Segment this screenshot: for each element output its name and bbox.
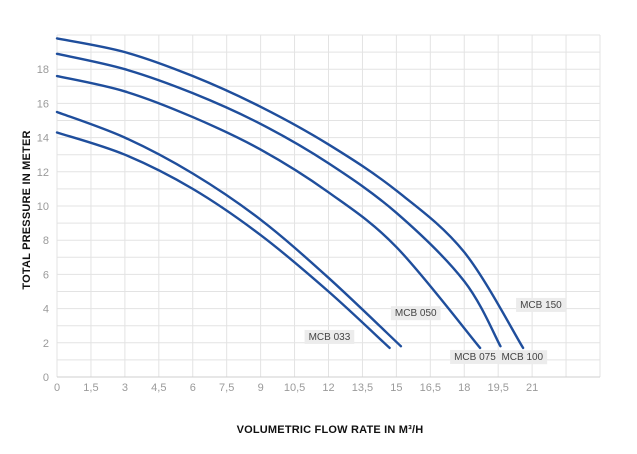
x-tick-label: 3 <box>122 382 128 394</box>
series-label: MCB 075 <box>454 352 496 363</box>
series-label-background <box>304 329 355 344</box>
series-labels: MCB 033 MCB 050 MCB 075 MCB 100 MCB 150 <box>304 297 566 365</box>
y-tick-label: 2 <box>43 338 49 350</box>
y-axis-title: TOTAL PRESSURE IN METER <box>21 130 33 289</box>
y-tick-label: 16 <box>37 98 49 110</box>
x-tick-label: 18 <box>458 382 470 394</box>
series-label-group: MCB 100 <box>497 350 548 365</box>
series-label: MCB 033 <box>309 332 351 343</box>
x-tick-label: 6 <box>190 382 196 394</box>
series-line <box>55 131 391 350</box>
x-tick-label: 16,5 <box>420 382 441 394</box>
x-tick-label: 19,5 <box>487 382 508 394</box>
series-label-background <box>497 350 548 365</box>
series-lines <box>55 37 525 350</box>
series-line <box>55 52 502 348</box>
x-tick-label: 13,5 <box>352 382 373 394</box>
y-tick-label: 12 <box>37 167 49 179</box>
x-axis-title: VOLUMETRIC FLOW RATE IN M³/H <box>237 424 424 436</box>
y-tick-label: 0 <box>43 372 49 384</box>
series-label-group: MCB 150 <box>516 297 566 312</box>
x-axis-ticks: 0 1,5 3 4,5 6 7,5 9 10,5 12 13,5 15 16,5 18 19,5 21 <box>54 382 538 394</box>
x-tick-label: 4,5 <box>151 382 166 394</box>
series-line <box>55 37 525 350</box>
series-label-background <box>450 349 500 364</box>
x-tick-label: 0 <box>54 382 60 394</box>
y-tick-label: 6 <box>43 269 49 281</box>
x-tick-label: 1,5 <box>83 382 98 394</box>
x-tick-label: 7,5 <box>219 382 234 394</box>
y-tick-label: 14 <box>37 133 49 145</box>
y-tick-label: 10 <box>37 201 49 213</box>
series-line <box>55 110 403 348</box>
series-label: MCB 100 <box>501 352 543 363</box>
series-label: MCB 150 <box>520 300 562 311</box>
series-label-group: MCB 075 <box>450 349 500 364</box>
y-tick-label: 8 <box>43 235 49 247</box>
series-label-group: MCB 033 <box>304 329 355 344</box>
series-label: MCB 050 <box>395 308 437 319</box>
series-label-group: MCB 050 <box>390 306 441 321</box>
x-tick-label: 12 <box>322 382 334 394</box>
series-label-background <box>390 306 441 321</box>
x-tick-label: 9 <box>258 382 264 394</box>
y-tick-label: 18 <box>37 64 49 76</box>
x-tick-label: 10,5 <box>284 382 305 394</box>
grid <box>56 34 601 378</box>
y-tick-label: 4 <box>43 304 49 316</box>
y-axis-ticks: 0 2 4 6 8 10 12 14 16 18 <box>37 64 49 384</box>
series-label-background <box>516 297 566 312</box>
x-tick-label: 15 <box>390 382 402 394</box>
x-tick-label: 21 <box>526 382 538 394</box>
series-line <box>55 74 482 350</box>
